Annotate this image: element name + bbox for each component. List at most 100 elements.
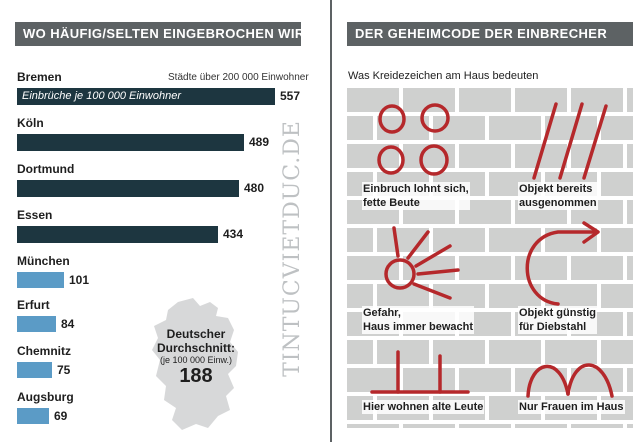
value-label: 101 <box>69 273 90 287</box>
brick <box>627 200 633 224</box>
brick <box>571 144 623 168</box>
brick <box>627 368 633 392</box>
symbol-label-3: Gefahr, Haus immer bewacht <box>362 306 475 334</box>
three-slashes-icon <box>532 102 608 180</box>
bar <box>17 408 49 424</box>
symbol-label-3-line2: Haus immer bewacht <box>363 321 474 333</box>
symbol-label-2: Objekt bereits ausgenommen <box>518 182 598 210</box>
brick <box>571 424 623 428</box>
brick-wall <box>347 86 633 428</box>
brick <box>347 284 373 308</box>
brick <box>459 88 511 112</box>
brick <box>627 424 633 428</box>
brick <box>459 144 511 168</box>
value-label: 557 <box>280 89 301 103</box>
brick <box>601 228 633 252</box>
brick <box>459 256 511 280</box>
brick <box>601 116 633 140</box>
city-label: Erfurt <box>17 298 50 312</box>
symbol-label-4: Objekt günstig für Diebstahl <box>518 306 597 334</box>
four-circles-icon <box>377 103 450 176</box>
brick <box>627 256 633 280</box>
average-line3: (je 100 000 Einw.) <box>159 355 233 365</box>
symbol-label-2-line2: ausgenommen <box>519 197 597 209</box>
bar-chart: Bremen 557 Einbrüche je 100 000 Einwohner K… <box>17 70 301 424</box>
brick <box>601 172 633 196</box>
value-label: 75 <box>57 363 71 377</box>
bar <box>17 180 239 197</box>
brick <box>627 88 633 112</box>
curved-arrow-icon <box>525 221 600 306</box>
brick <box>347 88 399 112</box>
average-line2: Durchschnitt: <box>157 341 235 355</box>
city-label: Essen <box>17 208 53 222</box>
symbol-label-1-line1: Einbruch lohnt sich, <box>363 183 469 195</box>
two-crosses-icon <box>370 350 470 394</box>
bar <box>17 362 52 378</box>
brick <box>627 312 633 336</box>
brick <box>347 368 399 392</box>
brick <box>459 368 511 392</box>
symbol-label-2-line1: Objekt bereits <box>519 183 593 195</box>
watermark: TINTUCVIETDUC.DE <box>280 120 305 377</box>
right-subtitle: Was Kreidezeichen am Haus bedeuten <box>348 70 539 82</box>
symbol-label-6: Nur Frauen im Haus <box>518 400 625 414</box>
right-header: DER GEHEIMCODE DER EINBRECHER <box>347 22 633 46</box>
city-label: Köln <box>17 116 44 130</box>
symbol-label-3-line1: Gefahr, <box>363 307 401 319</box>
value-label: 434 <box>223 227 244 241</box>
brick <box>601 284 633 308</box>
brick <box>571 256 623 280</box>
brick <box>601 340 633 364</box>
brick <box>571 368 623 392</box>
brick <box>347 228 373 252</box>
symbol-label-4-line2: für Diebstahl <box>519 321 587 333</box>
brick <box>545 340 597 364</box>
chart-note: Städte über 200 000 Einwohner <box>168 72 309 83</box>
brick <box>347 116 373 140</box>
brick <box>403 424 455 428</box>
average-line1: Deutscher <box>166 327 226 341</box>
brick <box>515 424 567 428</box>
brick <box>377 340 429 364</box>
city-label: Chemnitz <box>17 344 71 358</box>
city-label: Dortmund <box>17 162 75 176</box>
value-label: 480 <box>244 181 265 195</box>
bar <box>17 226 218 243</box>
m-arches-icon <box>526 363 614 398</box>
brick <box>489 340 541 364</box>
symbol-label-5: Hier wohnen alte Leute <box>362 400 485 414</box>
brick <box>347 256 399 280</box>
average-value: 188 <box>179 365 213 387</box>
value-label: 69 <box>54 409 68 423</box>
national-average: Deutscher Durchschnitt: (je 100 000 Einw… <box>148 327 244 388</box>
brick <box>515 88 567 112</box>
left-header: WO HÄUFIG/SELTEN EINGEBROCHEN WIRD <box>15 22 314 46</box>
panel-divider <box>330 0 332 442</box>
germany-map-icon <box>152 298 238 430</box>
symbol-label-6-line1: Nur Frauen im Haus <box>519 401 624 413</box>
sun-icon <box>384 226 460 300</box>
bar <box>17 316 56 332</box>
city-label: Bremen <box>17 70 62 84</box>
brick <box>459 424 511 428</box>
value-label: 84 <box>61 317 75 331</box>
brick <box>433 228 485 252</box>
value-label: 489 <box>249 135 270 149</box>
brick <box>403 368 455 392</box>
brick <box>515 256 567 280</box>
symbol-label-1: Einbruch lohnt sich, fette Beute <box>362 182 470 210</box>
bar <box>17 272 64 288</box>
brick <box>347 424 399 428</box>
bar <box>17 134 244 151</box>
symbol-label-5-line1: Hier wohnen alte Leute <box>363 401 484 413</box>
brick <box>347 340 373 364</box>
city-label: Augsburg <box>17 390 74 404</box>
bar-caption: Einbrüche je 100 000 Einwohner <box>22 90 182 102</box>
brick <box>489 116 541 140</box>
symbol-label-1-line2: fette Beute <box>363 197 420 209</box>
bar <box>17 88 275 105</box>
symbol-label-4-line1: Objekt günstig <box>519 307 596 319</box>
brick <box>627 144 633 168</box>
city-label: München <box>17 254 70 268</box>
